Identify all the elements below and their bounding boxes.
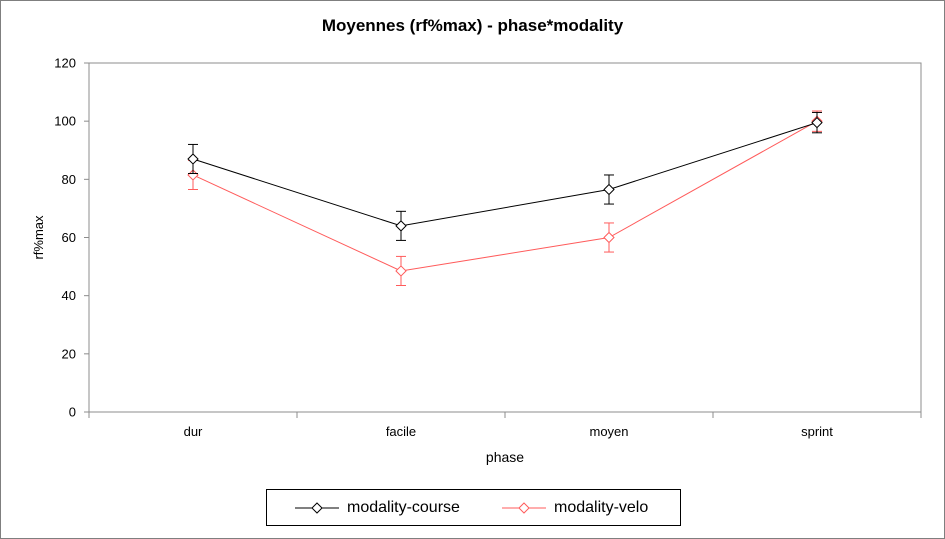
x-tick-label-dur: dur: [184, 424, 203, 439]
x-axis-title: phase: [486, 449, 524, 465]
y-tick-label: 60: [62, 230, 76, 245]
series-modality-course: [187, 111, 823, 241]
series-modality-velo: [187, 110, 823, 286]
y-tick-label: 80: [62, 172, 76, 187]
chart-title: Moyennes (rf%max) - phase*modality: [321, 16, 624, 35]
legend: modality-course modality-velo: [266, 489, 681, 526]
y-tick-label: 100: [54, 114, 76, 129]
legend-label-velo: modality-velo: [554, 499, 649, 516]
y-tick-label: 20: [62, 346, 76, 361]
x-tick-label-facile: facile: [386, 424, 416, 439]
data-point-modality-course-sprint: [811, 116, 823, 129]
x-tick-label-sprint: sprint: [801, 424, 833, 439]
x-tick-label-moyen: moyen: [589, 424, 628, 439]
plot-border: [88, 62, 922, 413]
data-point-modality-velo-facile: [395, 265, 407, 277]
legend-swatch-velo: [502, 502, 546, 514]
data-point-modality-velo-moyen: [603, 231, 615, 244]
data-point-modality-course-dur: [187, 153, 199, 165]
legend-swatch-course: [295, 502, 339, 514]
data-point-modality-course-moyen: [603, 183, 615, 196]
y-tick-label: 0: [69, 405, 76, 420]
legend-item-velo: modality-velo: [502, 498, 648, 518]
legend-label-course: modality-course: [347, 499, 460, 516]
y-tick-label: 120: [54, 56, 76, 71]
legend-item-course: modality-course: [295, 498, 460, 518]
y-axis-title: rf%max: [31, 215, 46, 260]
series-line-modality-velo: [192, 120, 818, 272]
series-line-modality-course: [192, 122, 818, 227]
y-tick-label: 40: [62, 288, 76, 303]
data-point-modality-course-facile: [395, 220, 407, 232]
